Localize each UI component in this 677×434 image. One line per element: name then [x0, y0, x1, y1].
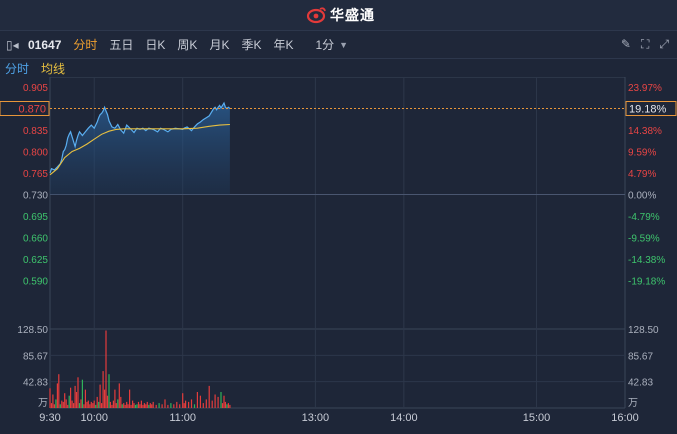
volume-tick-label: 128.50	[17, 325, 48, 336]
percent-tick-label: 14.38%	[628, 126, 662, 137]
price-tick-label: 0.625	[23, 255, 48, 266]
percent-tick-label: -4.79%	[628, 212, 660, 223]
current-pct-label: 19.18%	[629, 104, 667, 116]
percent-tick-label: -19.18%	[628, 277, 665, 288]
tool-icons: ✎ ⛶ ⤢	[621, 37, 669, 52]
current-pct-box	[625, 101, 677, 116]
price-tick-label: 0.765	[23, 169, 48, 180]
brand-logo-icon	[306, 7, 326, 24]
fullscreen-icon[interactable]: ⛶	[640, 37, 650, 51]
time-tick-label: 14:00	[390, 412, 418, 424]
period-select[interactable]: 1分	[315, 38, 335, 52]
tab-intraday[interactable]: 分时	[73, 38, 98, 52]
brand: 华盛通	[306, 5, 375, 25]
volume-tick-label: 85.67	[23, 351, 48, 362]
brand-name: 华盛通	[330, 7, 375, 23]
price-tick-label: 0.730	[23, 191, 48, 202]
volume-bars	[49, 330, 231, 408]
tab-daily-k[interactable]: 日K	[145, 38, 166, 52]
intraday-chart: 0.905 0.835 0.800 0.765 0.730 0.695 0.660 0.625…	[0, 77, 677, 424]
legend-avg: 均线	[41, 61, 66, 76]
legend-price: 分时	[5, 61, 30, 76]
collapse-sidebar-icon[interactable]: ▯◂	[6, 37, 19, 52]
tab-weekly-k[interactable]: 周K	[177, 38, 198, 52]
price-tick-label: 0.835	[23, 126, 48, 137]
legend: 分时 均线	[0, 59, 65, 77]
price-tick-label: 0.800	[23, 148, 48, 159]
volume-tick-label-right: 42.83	[628, 378, 653, 389]
percent-tick-label: 9.59%	[628, 148, 656, 159]
tab-yearly-k[interactable]: 年K	[273, 38, 294, 52]
chart-grid	[49, 77, 626, 409]
percent-tick-label: 4.79%	[628, 169, 656, 180]
percent-tick-label: -9.59%	[628, 234, 660, 245]
volume-tick-label-right: 85.67	[628, 351, 653, 362]
price-area	[49, 101, 231, 195]
volume-unit-label: 万	[38, 398, 48, 409]
volume-unit-label-right: 万	[628, 398, 638, 409]
current-price-marker: 0.870 19.18%	[0, 101, 677, 116]
price-tick-label: 0.905	[23, 83, 48, 94]
price-tick-label: 0.660	[23, 234, 48, 245]
stock-code: 01647	[28, 37, 62, 52]
time-tick-label: 13:00	[302, 412, 330, 424]
pencil-icon[interactable]: ✎	[620, 37, 631, 51]
price-axis: 0.905 0.835 0.800 0.765 0.730 0.695 0.660 0.625…	[23, 83, 48, 288]
percent-axis: 23.97% 14.38% 9.59% 4.79% 0.00% -4.79% -9.59% -…	[628, 83, 665, 288]
percent-tick-label: 0.00%	[628, 191, 656, 202]
time-axis: 9:30 10:00 11:00 13:00 14:00 15:00 16:00	[39, 412, 638, 424]
time-tick-label: 9:30	[39, 412, 60, 424]
percent-tick-label: 23.97%	[628, 83, 662, 94]
volume-axis: 128.50 128.50 85.67 85.67 42.83 42.83 万 万	[17, 325, 659, 409]
current-price-box	[0, 101, 50, 116]
tab-monthly-k[interactable]: 月K	[209, 38, 230, 52]
volume-tick-label-right: 128.50	[628, 325, 659, 336]
average-line	[49, 123, 230, 176]
price-tick-label: 0.590	[23, 277, 48, 288]
volume-tick-label: 42.83	[23, 378, 48, 389]
tab-five-day[interactable]: 五日	[109, 38, 134, 52]
expand-icon[interactable]: ⤢	[659, 37, 669, 51]
time-tick-label: 11:00	[169, 412, 196, 424]
current-price-label: 0.870	[18, 104, 46, 116]
time-tick-label: 15:00	[523, 412, 551, 424]
price-tick-label: 0.695	[23, 212, 48, 223]
tab-quarterly-k[interactable]: 季K	[241, 38, 262, 52]
price-line	[49, 101, 231, 174]
toolbar: ▯◂ 01647 分时 五日 日K 周K 月K 季K 年K 1分 ▼ ✎ ⛶ ⤢	[0, 31, 677, 59]
chevron-down-icon[interactable]: ▼	[339, 39, 349, 50]
percent-tick-label: -14.38%	[628, 255, 665, 266]
time-tick-label: 16:00	[611, 412, 639, 424]
top-bar: 华盛通	[0, 0, 677, 31]
time-tick-label: 10:00	[80, 412, 108, 424]
price-area-fill	[50, 103, 230, 195]
